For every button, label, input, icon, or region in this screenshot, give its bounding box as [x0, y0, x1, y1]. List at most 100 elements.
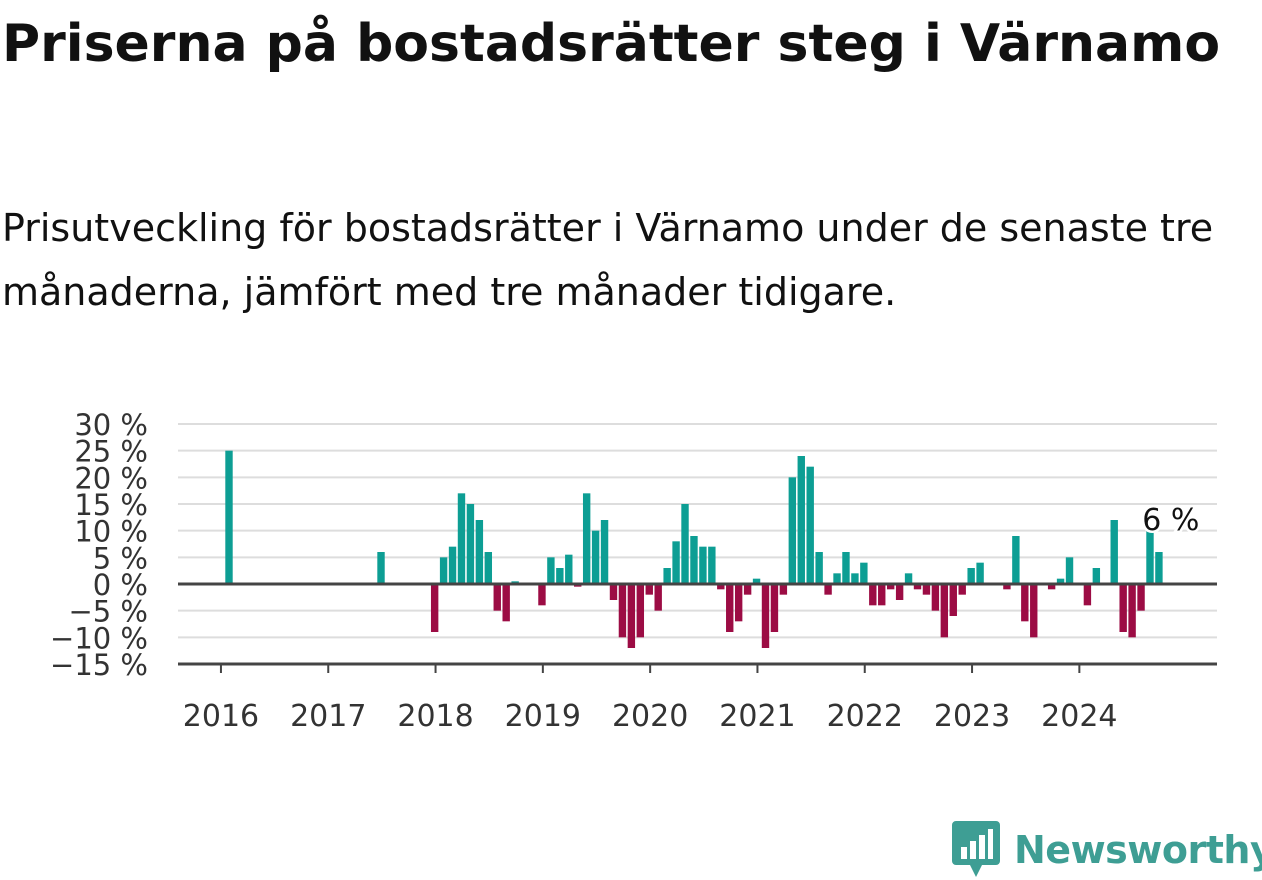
bar	[484, 552, 493, 584]
bar	[779, 584, 788, 595]
bar	[377, 552, 385, 584]
bar	[672, 541, 680, 584]
axes	[178, 582, 1217, 673]
y-tick-label: 10 %	[74, 515, 148, 549]
bar	[591, 530, 600, 584]
bar	[976, 562, 984, 584]
bar	[967, 568, 975, 584]
bar	[913, 584, 922, 590]
x-tick-label: 2024	[1041, 699, 1117, 734]
bar	[448, 546, 457, 584]
bar	[1155, 552, 1163, 584]
bar	[833, 573, 841, 584]
y-axis-labels: 30 %25 %20 %15 %10 %5 %0 %−5 %−10 %−15 %	[50, 408, 148, 682]
bar	[886, 584, 895, 590]
bar	[681, 504, 689, 584]
bar	[582, 493, 591, 584]
bar	[636, 584, 645, 638]
newsworthy-brand: Newsworthy	[952, 820, 1262, 880]
y-tick-label: 30 %	[74, 408, 148, 442]
bar	[547, 557, 555, 584]
x-axis-labels: 2016 2017 2018 2019 2020 2021 2022 2023 2024	[183, 699, 1118, 734]
bar	[743, 584, 752, 595]
x-tick-label: 2019	[505, 699, 581, 734]
bar	[600, 520, 609, 584]
newsworthy-logo-icon	[952, 821, 1000, 877]
bar	[556, 568, 564, 584]
y-tick-label: 15 %	[74, 488, 148, 522]
bar	[788, 477, 797, 584]
bar	[949, 584, 957, 616]
chart-subtitle: Prisutveckling för bostadsrätter i Värna…	[2, 206, 1214, 314]
bar	[770, 584, 779, 632]
bar	[609, 584, 618, 600]
y-tick-label: 20 %	[74, 461, 148, 495]
bar	[538, 584, 546, 606]
bar	[1012, 536, 1020, 584]
bar	[940, 584, 949, 638]
y-tick-label: 25 %	[74, 435, 148, 469]
bar	[466, 504, 475, 584]
bar	[618, 584, 627, 638]
bar	[931, 584, 940, 611]
bar-chart: 30 %25 %20 %15 %10 %5 %0 %−5 %−10 %−15 %…	[50, 408, 1217, 734]
bar	[1030, 584, 1038, 638]
bar	[1146, 530, 1154, 584]
bar	[869, 584, 877, 606]
bar	[797, 456, 805, 584]
bar	[430, 584, 439, 632]
bar	[439, 557, 448, 584]
bar	[717, 584, 725, 590]
bar	[565, 554, 573, 584]
bar	[726, 584, 734, 632]
x-tick-label: 2017	[290, 699, 366, 734]
bar	[895, 584, 904, 600]
y-tick-label: 0 %	[93, 568, 148, 602]
bar	[708, 546, 716, 584]
y-tick-label: −5 %	[68, 595, 148, 629]
bar	[645, 584, 653, 595]
bar	[904, 573, 913, 584]
bar	[1003, 584, 1011, 590]
bar	[761, 584, 770, 648]
y-tick-label: −15 %	[50, 648, 148, 682]
bar	[815, 552, 823, 584]
bar	[690, 536, 698, 584]
bar	[699, 546, 707, 584]
bar	[878, 584, 886, 606]
bar	[1065, 557, 1074, 584]
brand-name: Newsworthy	[1014, 828, 1262, 872]
bar	[457, 493, 466, 584]
x-tick-label: 2022	[827, 699, 903, 734]
bar	[1092, 568, 1101, 584]
bar	[842, 552, 850, 584]
bars	[225, 450, 1163, 648]
bar	[627, 584, 636, 648]
bar	[1021, 584, 1029, 622]
bar	[824, 584, 832, 595]
bar	[806, 466, 814, 584]
x-tick-label: 2020	[612, 699, 688, 734]
bar	[1119, 584, 1127, 632]
y-tick-label: 5 %	[93, 541, 148, 575]
bar	[851, 573, 859, 584]
bar	[752, 578, 761, 584]
bar	[1056, 578, 1065, 584]
gridlines	[178, 423, 1217, 639]
x-tick-label: 2018	[397, 699, 473, 734]
x-tick-label: 2021	[719, 699, 795, 734]
bar	[1083, 584, 1092, 606]
annotation-label: 6 %	[1142, 503, 1199, 538]
x-tick-label: 2016	[183, 699, 259, 734]
bar	[734, 584, 743, 622]
bar	[663, 568, 671, 584]
bar	[225, 450, 233, 584]
y-tick-label: −10 %	[50, 621, 148, 655]
bar	[1047, 584, 1056, 590]
bar	[475, 520, 484, 584]
x-tick-label: 2023	[934, 699, 1010, 734]
bar	[493, 584, 501, 611]
bar	[860, 562, 868, 584]
annotations: 6 %	[1140, 501, 1202, 541]
bar	[502, 584, 510, 622]
